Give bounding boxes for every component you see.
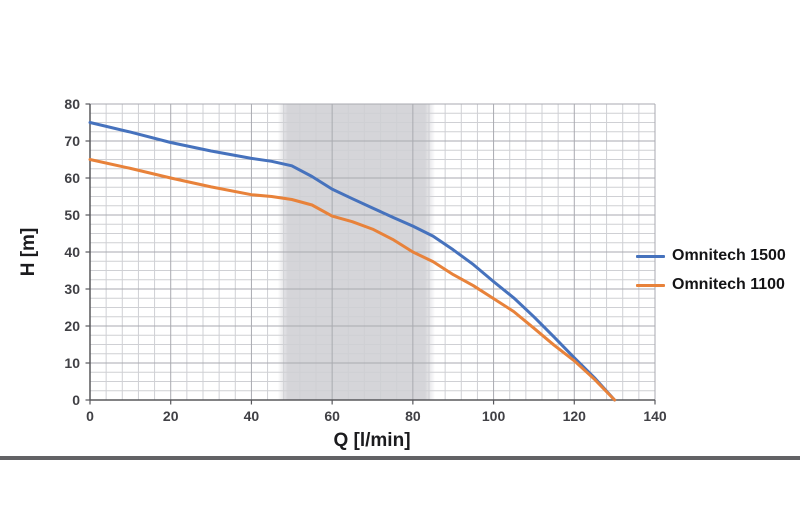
legend-item-omnitech-1100: Omnitech 1100 xyxy=(636,277,786,293)
legend-item-omnitech-1500: Omnitech 1500 xyxy=(636,248,786,264)
x-tick-label: 100 xyxy=(482,408,506,424)
x-tick-label: 20 xyxy=(163,408,179,424)
y-tick-label: 20 xyxy=(64,318,80,334)
y-tick-label: 50 xyxy=(64,207,80,223)
y-tick-label: 10 xyxy=(64,355,80,371)
y-tick-label: 40 xyxy=(64,244,80,260)
series-line-omnitech-1500 xyxy=(88,121,617,402)
bottom-divider xyxy=(0,456,800,460)
omnitech-1100-line-swatch xyxy=(636,283,665,287)
x-tick-label: 60 xyxy=(324,408,340,424)
y-tick-label: 60 xyxy=(64,170,80,186)
x-tick-label: 80 xyxy=(405,408,421,424)
x-tick-label: 140 xyxy=(643,408,667,424)
x-tick-label: 0 xyxy=(86,408,94,424)
legend-label: Omnitech 1100 xyxy=(672,276,785,293)
x-tick-label: 120 xyxy=(563,408,587,424)
y-tick-label: 70 xyxy=(64,133,80,149)
y-tick-label: 0 xyxy=(72,392,80,408)
x-axis-title: Q [l/min] xyxy=(333,430,411,451)
legend-label: Omnitech 1500 xyxy=(672,247,786,264)
series-line-omnitech-1100 xyxy=(88,158,617,402)
y-axis-title: H [m] xyxy=(18,227,39,277)
y-tick-label: 30 xyxy=(64,281,80,297)
x-tick-label: 40 xyxy=(244,408,260,424)
y-tick-label: 80 xyxy=(64,96,80,112)
legend: Omnitech 1500 Omnitech 1100 xyxy=(636,248,786,293)
omnitech-1500-line-swatch xyxy=(636,254,665,258)
